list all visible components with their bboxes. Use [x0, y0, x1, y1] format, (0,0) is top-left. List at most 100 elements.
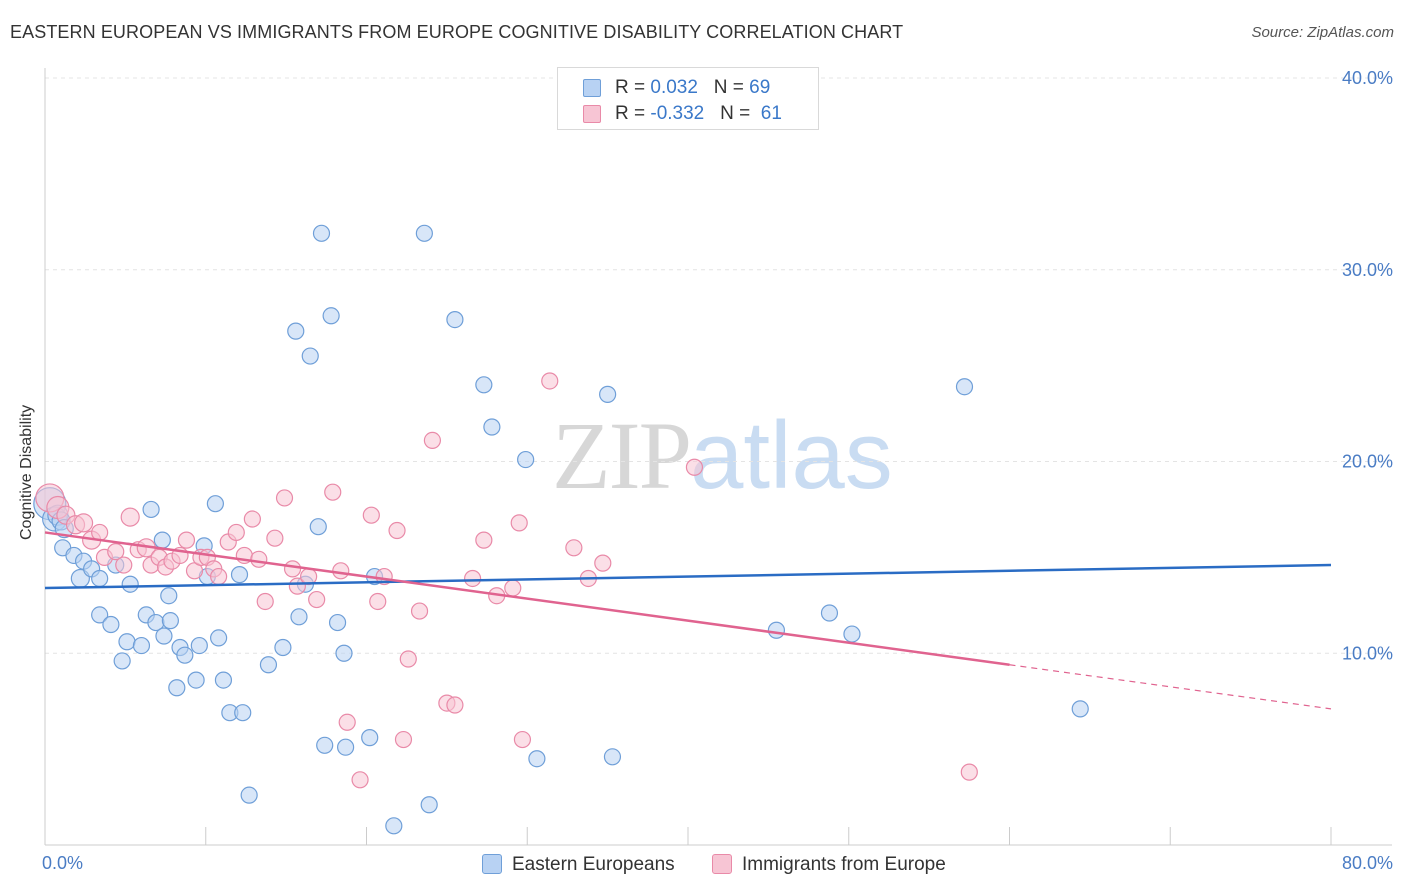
- immigrants-from-europe-point: [446, 696, 464, 714]
- eastern-europeans-point: [91, 606, 109, 624]
- immigrants-from-europe-point: [275, 489, 294, 507]
- eastern-europeans-point: [385, 817, 403, 835]
- y-tick-label: 10.0%: [1342, 643, 1393, 663]
- x-tick-label: 0.0%: [42, 853, 83, 873]
- source-label: Source: ZipAtlas.com: [1251, 24, 1394, 41]
- eastern-europeans-point: [517, 450, 535, 469]
- eastern-europeans-point: [206, 495, 224, 513]
- immigrants-from-europe-trend-extension: [1009, 664, 1332, 710]
- eastern-europeans-point: [420, 796, 438, 814]
- immigrants-from-europe-point: [73, 513, 94, 533]
- legend-swatch-blue: [583, 79, 601, 97]
- eastern-europeans-point: [118, 633, 136, 651]
- eastern-europeans-point: [322, 307, 340, 325]
- immigrants-from-europe-point: [332, 562, 350, 580]
- eastern-europeans-point: [446, 311, 464, 329]
- eastern-europeans-point: [132, 636, 151, 655]
- y-tick-label: 40.0%: [1342, 68, 1393, 88]
- eastern-europeans-point: [160, 587, 178, 605]
- immigrants-from-europe-point: [463, 569, 482, 588]
- eastern-europeans-point: [603, 748, 622, 766]
- immigrants-from-europe-point: [423, 431, 442, 450]
- watermark-zip: ZIP: [552, 402, 692, 509]
- eastern-europeans-point: [312, 224, 331, 242]
- bottom-legend-label: Immigrants from Europe: [742, 854, 946, 875]
- immigrants-from-europe-point: [504, 579, 522, 597]
- legend-r-label: R =: [615, 103, 651, 124]
- immigrants-from-europe-point: [510, 514, 528, 532]
- eastern-europeans-point: [259, 656, 278, 674]
- eastern-europeans-point: [274, 638, 292, 657]
- eastern-europeans-point: [102, 615, 120, 634]
- eastern-europeans-point: [190, 636, 208, 655]
- legend-text-immigrants: R = -0.332 N = 61: [615, 103, 782, 125]
- eastern-europeans-point: [121, 575, 139, 593]
- eastern-europeans-point: [214, 671, 233, 689]
- immigrants-from-europe-point: [266, 529, 284, 547]
- legend-swatch-pink: [583, 105, 601, 123]
- eastern-europeans-point: [475, 376, 493, 394]
- eastern-europeans-point: [287, 322, 305, 340]
- bottom-legend-label: Eastern Europeans: [512, 854, 675, 875]
- eastern-europeans-point: [483, 418, 501, 436]
- eastern-europeans-point: [234, 704, 252, 722]
- eastern-europeans-point: [187, 671, 205, 689]
- eastern-europeans-point: [176, 646, 194, 664]
- immigrants-from-europe-point: [513, 730, 532, 749]
- legend-r-value: 0.032: [650, 77, 698, 98]
- immigrants-from-europe-point: [120, 507, 140, 527]
- immigrants-from-europe-point: [324, 483, 342, 501]
- eastern-europeans-point: [91, 569, 109, 588]
- immigrants-from-europe-point: [369, 592, 387, 611]
- eastern-europeans-point: [155, 627, 173, 645]
- eastern-europeans-point: [316, 736, 334, 754]
- immigrants-from-europe-point: [115, 556, 133, 574]
- immigrants-from-europe-point: [394, 730, 413, 749]
- immigrants-from-europe-point: [410, 602, 429, 620]
- eastern-europeans-point: [301, 347, 319, 365]
- y-tick-label: 20.0%: [1342, 452, 1393, 472]
- eastern-europeans-point: [335, 644, 353, 662]
- eastern-europeans-point: [210, 629, 228, 647]
- immigrants-from-europe-point: [107, 543, 125, 561]
- eastern-europeans-point: [820, 604, 839, 622]
- legend-n-label: N =: [713, 77, 750, 98]
- correlation-legend: R = 0.032 N = 69 R = -0.332 N = 61: [557, 67, 819, 130]
- eastern-europeans-trend-line: [44, 563, 1332, 590]
- chart-title: EASTERN EUROPEAN VS IMMIGRANTS FROM EURO…: [10, 22, 904, 42]
- immigrants-from-europe-point: [227, 523, 245, 542]
- eastern-europeans-point: [328, 613, 347, 632]
- eastern-europeans-point: [599, 385, 617, 403]
- immigrants-from-europe-point: [960, 763, 978, 781]
- immigrants-from-europe-point: [475, 531, 493, 549]
- immigrants-from-europe-point: [256, 592, 274, 611]
- immigrants-from-europe-point: [250, 550, 268, 568]
- immigrants-from-europe-point: [288, 577, 306, 595]
- x-tick-label: 80.0%: [1342, 853, 1393, 873]
- eastern-europeans-point: [415, 224, 433, 242]
- immigrants-from-europe-point: [685, 458, 704, 476]
- eastern-europeans-point: [337, 738, 355, 756]
- legend-r-label: R =: [615, 77, 651, 98]
- eastern-europeans-point: [955, 378, 974, 396]
- y-axis-label: Cognitive Disability: [18, 404, 35, 540]
- legend-n-value: 69: [749, 77, 771, 98]
- eastern-europeans-point: [153, 531, 171, 549]
- immigrants-from-europe-point: [541, 372, 559, 390]
- eastern-europeans-point: [113, 652, 131, 670]
- eastern-europeans-point: [290, 608, 308, 626]
- eastern-europeans-point: [1071, 700, 1089, 718]
- eastern-europeans-point: [168, 679, 186, 697]
- immigrants-from-europe-point: [283, 560, 302, 578]
- immigrants-from-europe-point: [210, 567, 228, 586]
- legend-n-value: 61: [760, 103, 782, 124]
- eastern-europeans-point: [361, 729, 379, 747]
- eastern-europeans-point: [843, 625, 861, 643]
- immigrants-from-europe-point: [362, 506, 380, 524]
- immigrants-from-europe-point: [351, 771, 369, 789]
- eastern-europeans-point: [142, 500, 160, 519]
- immigrants-from-europe-point: [177, 531, 196, 549]
- immigrants-from-europe-trend-line: [44, 531, 1010, 666]
- immigrants-from-europe-point: [308, 590, 326, 609]
